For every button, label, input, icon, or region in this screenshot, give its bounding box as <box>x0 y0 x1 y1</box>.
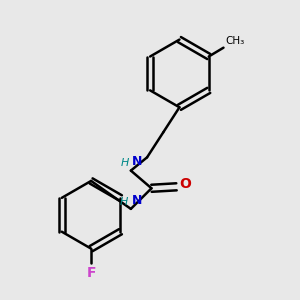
Text: F: F <box>86 266 96 280</box>
Text: H: H <box>121 158 129 168</box>
Text: N: N <box>131 194 142 206</box>
Text: N: N <box>132 155 143 168</box>
Text: H: H <box>119 196 128 206</box>
Text: O: O <box>179 177 191 191</box>
Text: CH₃: CH₃ <box>225 36 244 46</box>
